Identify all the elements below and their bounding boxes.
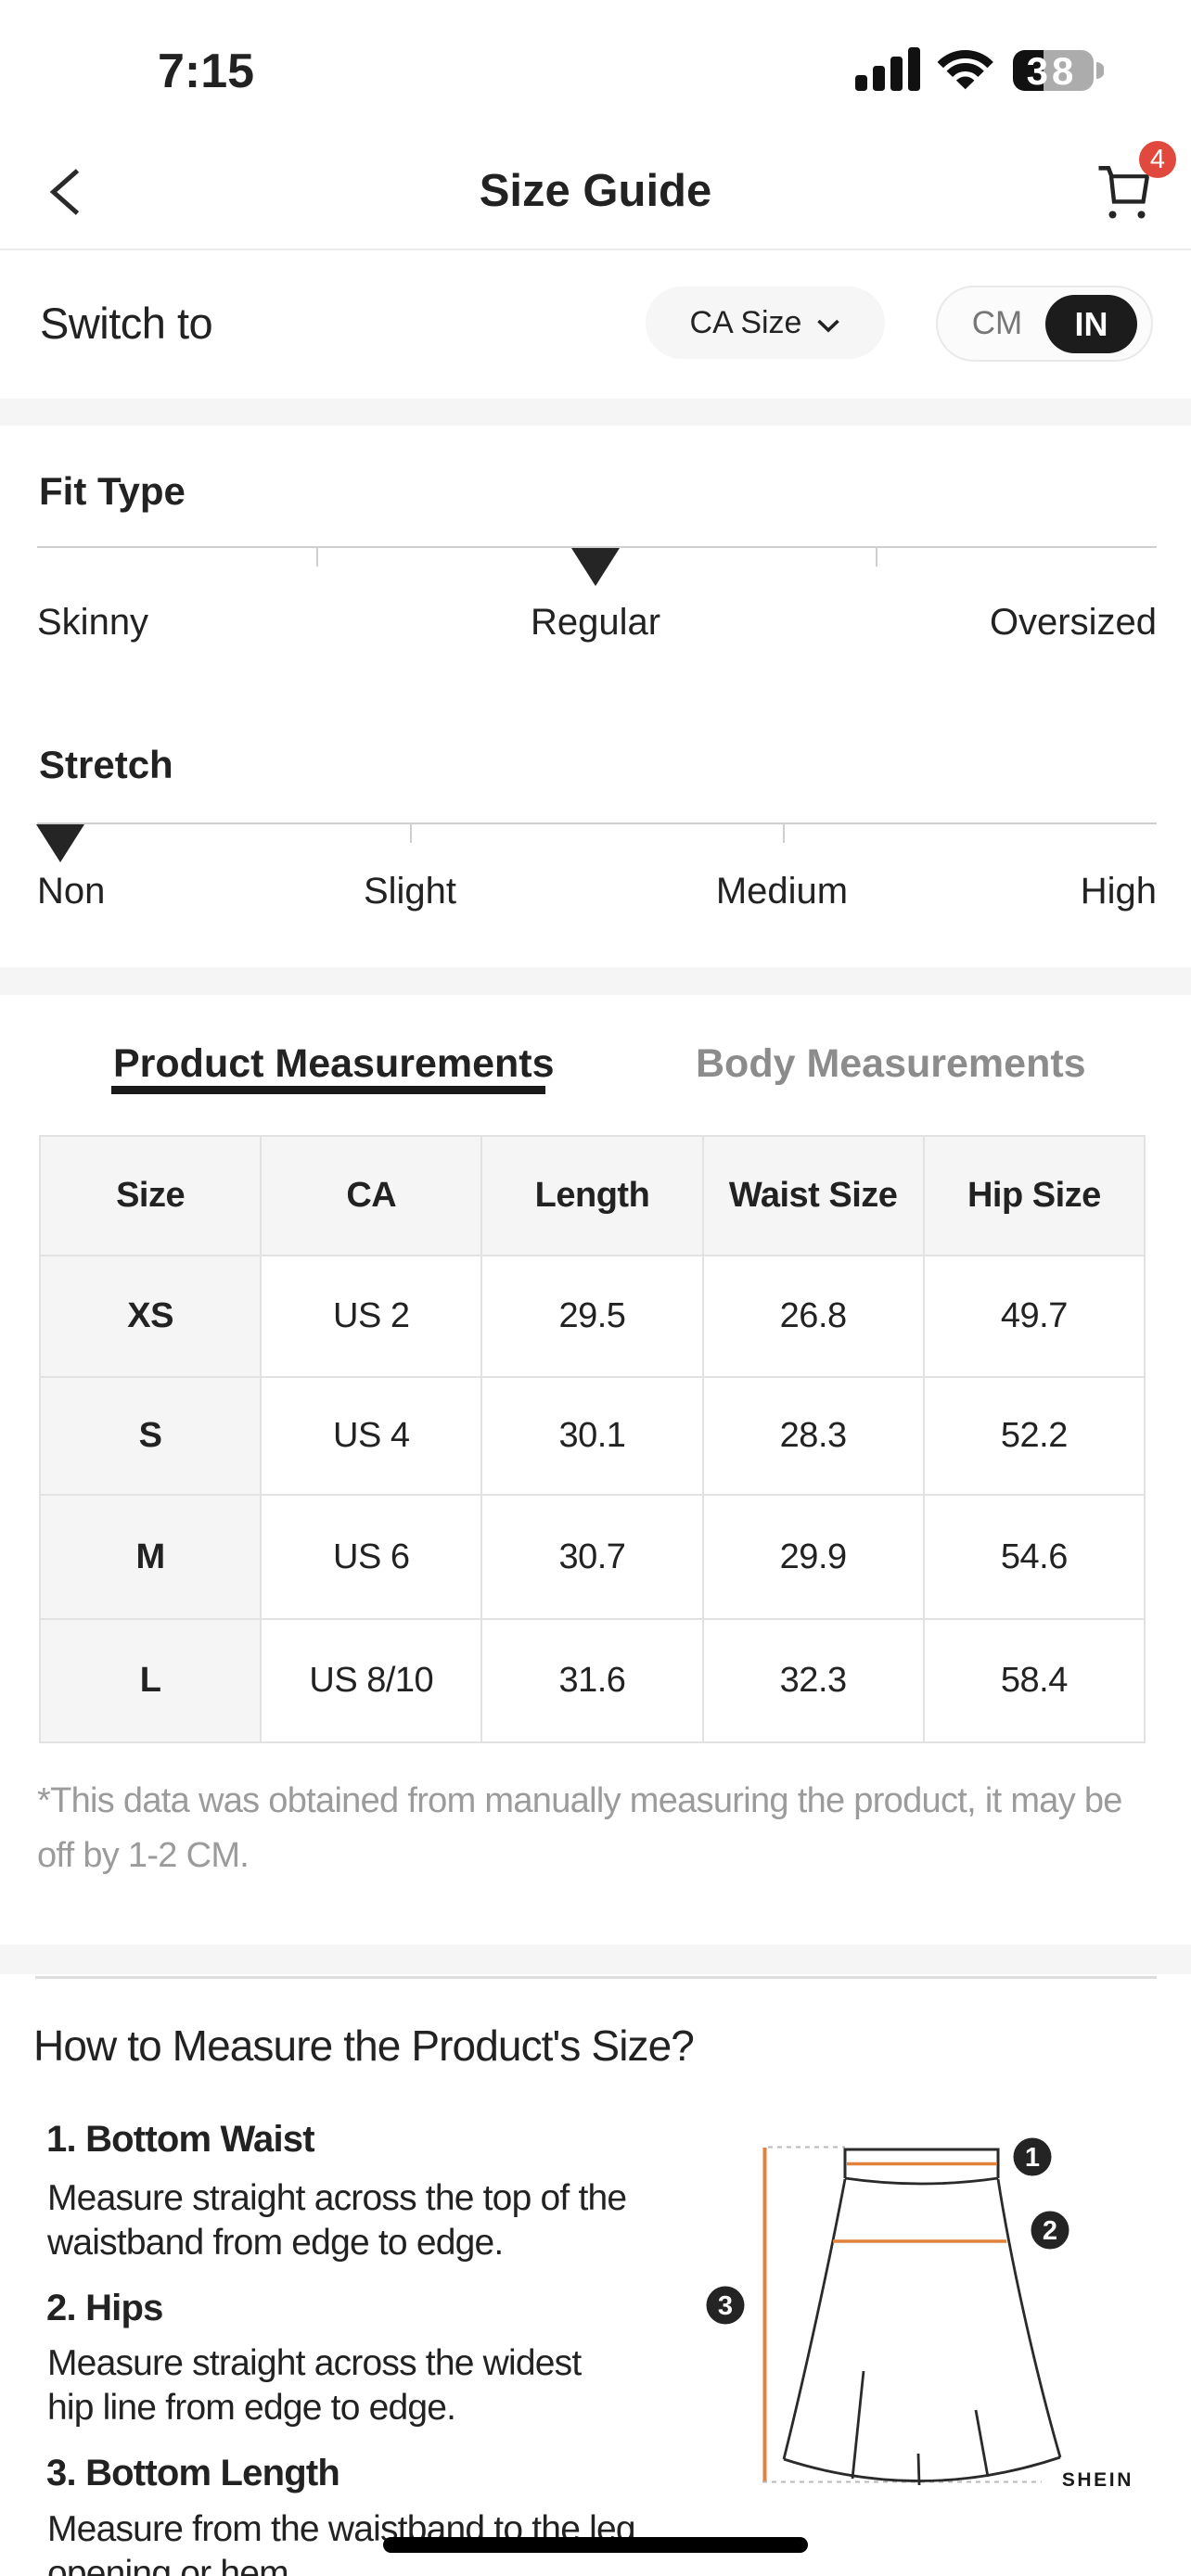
svg-text:3: 3	[718, 2291, 733, 2321]
svg-text:38: 38	[1027, 49, 1078, 93]
svg-text:1: 1	[1025, 2143, 1040, 2173]
svg-text:2: 2	[1043, 2216, 1057, 2246]
